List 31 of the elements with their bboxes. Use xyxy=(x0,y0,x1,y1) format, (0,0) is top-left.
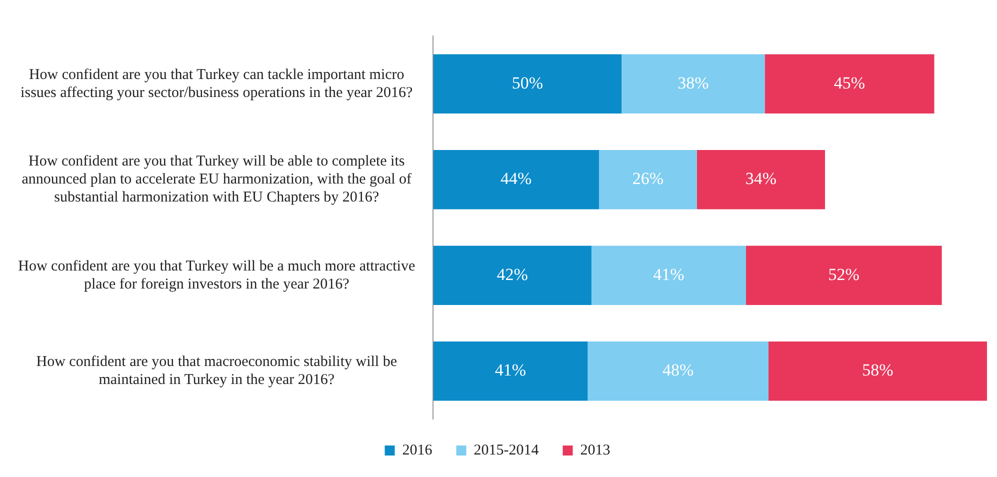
legend-label: 2013 xyxy=(580,442,610,458)
bar xyxy=(768,341,987,401)
y-tick-label: How confident are you that Turkey can tackle important micro issues affecting your sector/business operations in the year 2016? xyxy=(20,66,414,101)
data-label: 42% xyxy=(496,264,528,284)
legend-label: 2015-2014 xyxy=(474,442,540,458)
data-label: 44% xyxy=(500,169,532,188)
bar xyxy=(433,54,622,114)
data-label: 38% xyxy=(678,73,709,92)
bar xyxy=(746,246,942,306)
bar xyxy=(588,341,769,401)
data-label: 45% xyxy=(834,73,866,92)
data-label: 52% xyxy=(828,264,860,284)
bar xyxy=(433,246,592,306)
data-label: 41% xyxy=(494,360,526,380)
bar xyxy=(622,54,765,114)
data-label: 50% xyxy=(512,73,544,92)
data-label: 26% xyxy=(632,169,664,188)
data-label: 34% xyxy=(745,169,777,188)
y-tick-label: How confident are you that macroeconomic stability will be maintained in Turkey in the year 2016? xyxy=(36,354,398,388)
bar xyxy=(598,150,697,210)
y-tick-label: How confident are you that Turkey will be a much more attractive place for foreign investors in the year 2016? xyxy=(18,258,416,292)
legend-label: 2016 xyxy=(402,442,433,458)
bar xyxy=(696,150,826,210)
bar xyxy=(433,341,588,401)
bar xyxy=(764,54,934,114)
data-label: 48% xyxy=(662,360,694,380)
data-label: 58% xyxy=(862,360,894,380)
bar xyxy=(433,150,599,210)
y-tick-label: How confident are you that Turkey will be able to complete its announced plan to accelerate EU harmonization, with the goal of substantial harmonization with EU Chapters by 2016? xyxy=(22,154,412,206)
bar xyxy=(591,246,746,306)
data-label: 41% xyxy=(653,264,684,284)
